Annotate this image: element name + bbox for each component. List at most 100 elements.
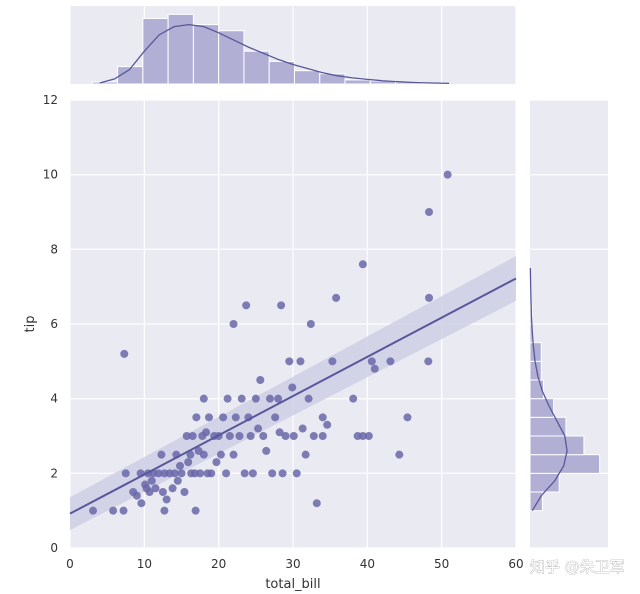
regression-line: [69, 277, 517, 515]
data-point: [219, 413, 228, 422]
data-point: [254, 424, 263, 433]
data-point: [212, 458, 221, 467]
data-point: [367, 357, 376, 366]
data-point: [119, 506, 128, 515]
data-point: [289, 432, 298, 440]
y-tick-label: 12: [43, 93, 58, 107]
data-point: [301, 450, 310, 459]
marginal-x-bar: [192, 24, 220, 85]
data-point: [425, 208, 434, 216]
data-point: [275, 428, 284, 437]
data-point: [358, 432, 367, 440]
data-point: [147, 476, 156, 485]
data-point: [160, 506, 169, 515]
y-tick-label: 8: [50, 242, 58, 256]
data-point: [199, 450, 208, 459]
confidence-band: [70, 256, 516, 531]
data-point: [173, 476, 182, 485]
data-point: [229, 320, 238, 328]
data-point: [262, 446, 271, 455]
marginal-x-kde-line: [99, 23, 450, 85]
data-point: [216, 450, 225, 459]
x-axis-label: total_bill: [265, 577, 320, 592]
data-point: [154, 469, 163, 478]
data-point: [251, 394, 260, 403]
regression-line-group: [69, 277, 517, 515]
data-point: [188, 432, 197, 440]
marginal-y-kde-line: [529, 267, 568, 512]
data-point: [120, 349, 129, 358]
data-point: [162, 495, 171, 504]
data-point: [205, 413, 214, 422]
data-point: [318, 432, 327, 440]
data-point: [246, 432, 255, 440]
marginal-y-bar: [529, 342, 542, 362]
data-point: [157, 450, 166, 459]
data-point: [132, 491, 141, 500]
data-point: [180, 488, 189, 496]
marginal-y-kde: [529, 267, 568, 512]
data-point: [237, 394, 246, 403]
data-point: [296, 357, 305, 366]
marginal-x-bar: [243, 50, 270, 85]
data-point: [259, 432, 268, 440]
x-tick-label: 60: [508, 557, 523, 571]
data-point: [182, 432, 191, 440]
y-tick-label: 10: [43, 168, 58, 182]
marginal-y-bar: [529, 491, 543, 512]
data-point: [202, 428, 211, 437]
data-point: [191, 506, 200, 515]
marginal-y-bar: [529, 435, 585, 456]
x-tick-label: 0: [66, 557, 74, 571]
data-point: [306, 320, 315, 328]
data-point: [265, 394, 274, 403]
data-point: [364, 432, 373, 440]
y-tick-label: 4: [50, 392, 58, 406]
data-point: [184, 458, 193, 467]
y-tick-labels: 0 2 4 6 8 10 12: [43, 93, 58, 555]
data-point: [89, 506, 98, 515]
data-point: [151, 484, 160, 493]
x-tick-labels: 0 10 20 30 40 50 60: [66, 557, 523, 571]
marginal-x-bar: [91, 81, 119, 85]
data-point: [304, 394, 313, 403]
data-point: [225, 432, 234, 440]
data-point: [121, 469, 130, 478]
y-tick-label: 0: [50, 541, 58, 555]
data-point: [177, 469, 186, 478]
data-point: [248, 469, 257, 478]
data-point: [223, 394, 232, 403]
data-point: [158, 488, 167, 496]
marginal-x-bar: [319, 73, 346, 85]
data-point: [312, 499, 321, 508]
x-tick-label: 20: [211, 557, 226, 571]
data-point: [274, 394, 283, 403]
x-tick-label: 30: [285, 557, 300, 571]
data-point: [170, 469, 179, 478]
y-axis-label: tip: [23, 316, 38, 333]
data-point: [231, 413, 240, 422]
data-point: [425, 293, 434, 302]
data-point: [281, 432, 290, 440]
data-point: [277, 301, 286, 310]
data-point: [349, 394, 358, 403]
x-tick-label: 40: [360, 557, 375, 571]
data-point: [222, 469, 231, 478]
data-point: [235, 432, 244, 440]
data-point: [318, 413, 327, 422]
data-point: [292, 469, 301, 478]
marginal-x-bar: [218, 30, 245, 85]
data-point: [278, 469, 287, 478]
x-tick-label: 10: [137, 557, 152, 571]
data-point: [268, 469, 277, 478]
data-point: [192, 413, 201, 422]
data-point: [298, 424, 307, 433]
marginal-x-histogram: [91, 13, 447, 85]
data-point: [240, 469, 249, 478]
data-point: [137, 499, 146, 508]
watermark: 知乎 @朱卫军: [530, 558, 625, 576]
data-point: [145, 488, 154, 496]
data-point: [242, 301, 251, 310]
x-tick-label: 50: [434, 557, 449, 571]
